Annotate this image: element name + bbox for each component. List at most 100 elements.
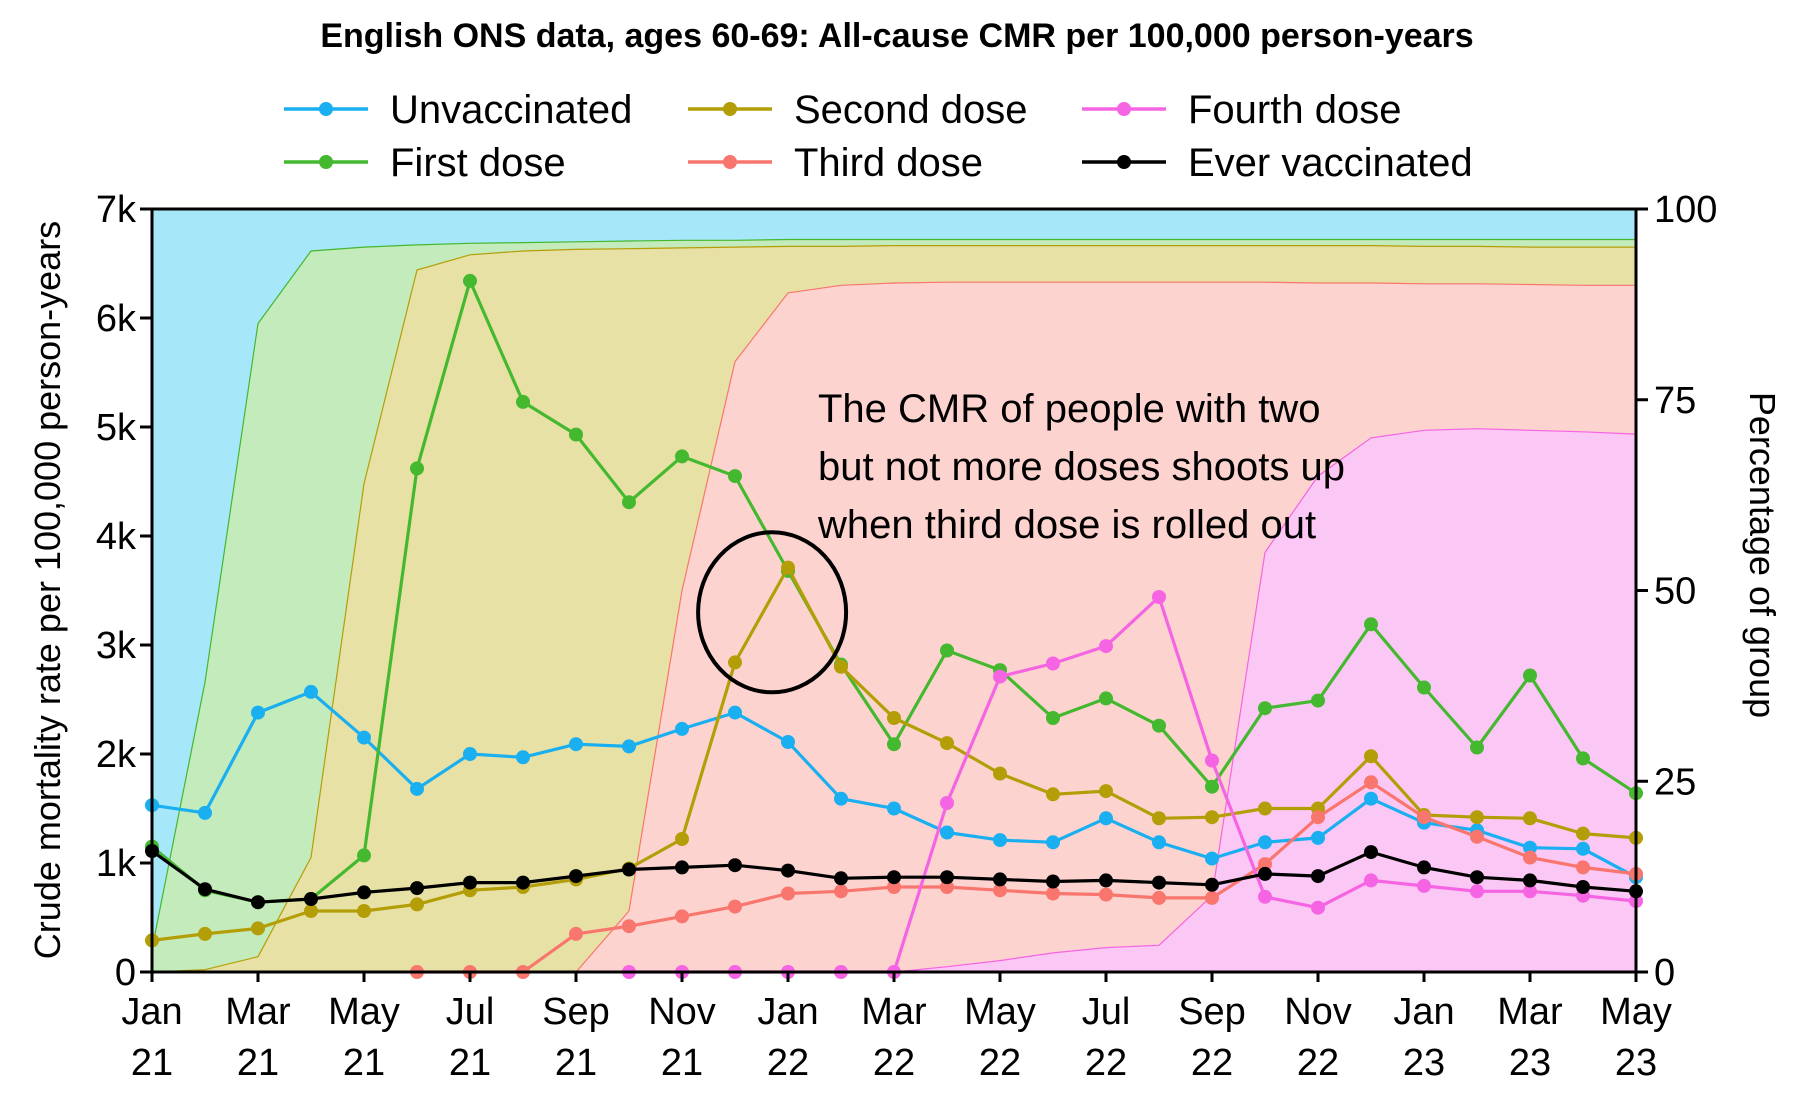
point-ever-vaccinated: [622, 862, 636, 877]
point-third-dose: [569, 926, 583, 941]
x-tick-label: 22: [1085, 1042, 1127, 1084]
legend-item-ever-vaccinated: Ever vaccinated: [1082, 141, 1473, 185]
point-second-dose: [675, 832, 689, 846]
coverage-areas: [151, 208, 1637, 973]
point-unvaccinated: [993, 833, 1007, 848]
point-first-dose: [1470, 740, 1484, 755]
y-axis-label: Crude mortality rate per 100,000 person-…: [27, 221, 68, 959]
point-ever-vaccinated: [1046, 874, 1060, 889]
legend-label: Second dose: [794, 88, 1028, 132]
point-unvaccinated: [834, 791, 848, 806]
point-unvaccinated: [1523, 840, 1537, 855]
point-ever-vaccinated: [675, 860, 689, 875]
x-tick-label: Sep: [542, 991, 610, 1033]
point-first-dose: [1099, 691, 1113, 706]
x-tick-label: 22: [979, 1042, 1021, 1084]
point-second-dose: [993, 766, 1007, 781]
point-first-dose: [1364, 617, 1378, 632]
point-second-dose: [410, 897, 424, 912]
point-ever-vaccinated: [1470, 870, 1484, 885]
point-second-dose: [251, 921, 265, 936]
point-third-dose: [1364, 775, 1378, 790]
point-ever-vaccinated: [1364, 845, 1378, 860]
point-ever-vaccinated: [940, 870, 954, 885]
legend-marker-icon: [1117, 155, 1131, 169]
x-tick-label: May: [964, 991, 1036, 1033]
point-third-dose: [781, 886, 795, 901]
point-ever-vaccinated: [410, 881, 424, 896]
series-third-dose: [410, 775, 1643, 979]
annotation-line-2: but not more doses shoots up: [818, 445, 1345, 489]
legend: Unvaccinated Second dose Fourth dose First …: [284, 88, 1473, 185]
point-fourth-dose: [1046, 656, 1060, 671]
point-unvaccinated: [940, 825, 954, 840]
legend-label: Third dose: [794, 141, 983, 185]
point-unvaccinated: [1152, 835, 1166, 850]
point-first-dose: [1205, 779, 1219, 794]
point-unvaccinated: [887, 801, 901, 816]
point-second-dose: [198, 926, 212, 941]
point-third-dose: [993, 883, 1007, 898]
point-third-dose: [1046, 886, 1060, 901]
x-tick-label: 21: [237, 1042, 279, 1084]
x-tick-label: 21: [661, 1042, 703, 1084]
x-tick-label: Mar: [225, 991, 291, 1033]
point-first-dose: [1576, 751, 1590, 766]
point-unvaccinated: [516, 750, 530, 765]
y2-tick-label: 0: [1654, 952, 1675, 994]
point-second-dose: [1205, 810, 1219, 825]
point-third-dose: [1417, 810, 1431, 825]
point-first-dose: [1046, 711, 1060, 725]
x-tick-label: Jul: [1082, 991, 1131, 1033]
point-ever-vaccinated: [251, 895, 265, 910]
point-ever-vaccinated: [463, 875, 477, 890]
x-tick-label: Jul: [446, 991, 495, 1033]
point-third-dose: [1258, 857, 1272, 872]
legend-marker-icon: [723, 155, 737, 169]
annotation-line-3: when third dose is rolled out: [817, 503, 1316, 547]
point-second-dose: [357, 904, 371, 918]
point-ever-vaccinated: [1205, 877, 1219, 892]
point-ever-vaccinated: [304, 892, 318, 906]
point-third-dose: [834, 884, 848, 899]
point-first-dose: [1152, 718, 1166, 733]
series-second-dose: [145, 560, 1643, 948]
x-tick-label: 21: [131, 1042, 173, 1084]
point-unvaccinated: [1099, 811, 1113, 826]
point-fourth-dose: [993, 669, 1007, 684]
point-unvaccinated: [357, 730, 371, 745]
annotation-line-1: The CMR of people with two: [818, 387, 1320, 431]
point-unvaccinated: [1576, 841, 1590, 856]
y2-tick-label: 25: [1654, 761, 1696, 803]
x-tick-label: Mar: [1497, 991, 1563, 1033]
legend-item-second-dose: Second dose: [688, 88, 1028, 132]
y-tick-label: 0: [115, 952, 136, 994]
point-third-dose: [1152, 890, 1166, 905]
point-first-dose: [622, 495, 636, 510]
series-lines: [145, 273, 1643, 979]
point-unvaccinated: [251, 705, 265, 720]
point-unvaccinated: [1364, 791, 1378, 806]
point-ever-vaccinated: [1523, 873, 1537, 888]
point-second-dose: [834, 659, 848, 674]
y-tick-label: 5k: [96, 407, 137, 449]
point-second-dose: [1364, 749, 1378, 764]
annotation: The CMR of people with two but not more …: [696, 387, 1345, 695]
point-ever-vaccinated: [834, 871, 848, 886]
point-second-dose: [1523, 811, 1537, 826]
x-tick-label: 21: [555, 1042, 597, 1084]
point-fourth-dose: [1311, 900, 1325, 915]
legend-item-third-dose: Third dose: [688, 141, 983, 185]
x-tick-label: 22: [1191, 1042, 1233, 1084]
legend-item-fourth-dose: Fourth dose: [1082, 88, 1401, 132]
point-second-dose: [304, 904, 318, 918]
x-tick-label: 23: [1509, 1042, 1551, 1084]
point-first-dose: [410, 461, 424, 476]
point-unvaccinated: [198, 805, 212, 820]
line-third-dose: [417, 780, 1637, 974]
point-ever-vaccinated: [993, 872, 1007, 887]
x-tick-label: 22: [873, 1042, 915, 1084]
legend-marker-icon: [1117, 102, 1131, 116]
x-tick-label: Jan: [121, 991, 182, 1033]
